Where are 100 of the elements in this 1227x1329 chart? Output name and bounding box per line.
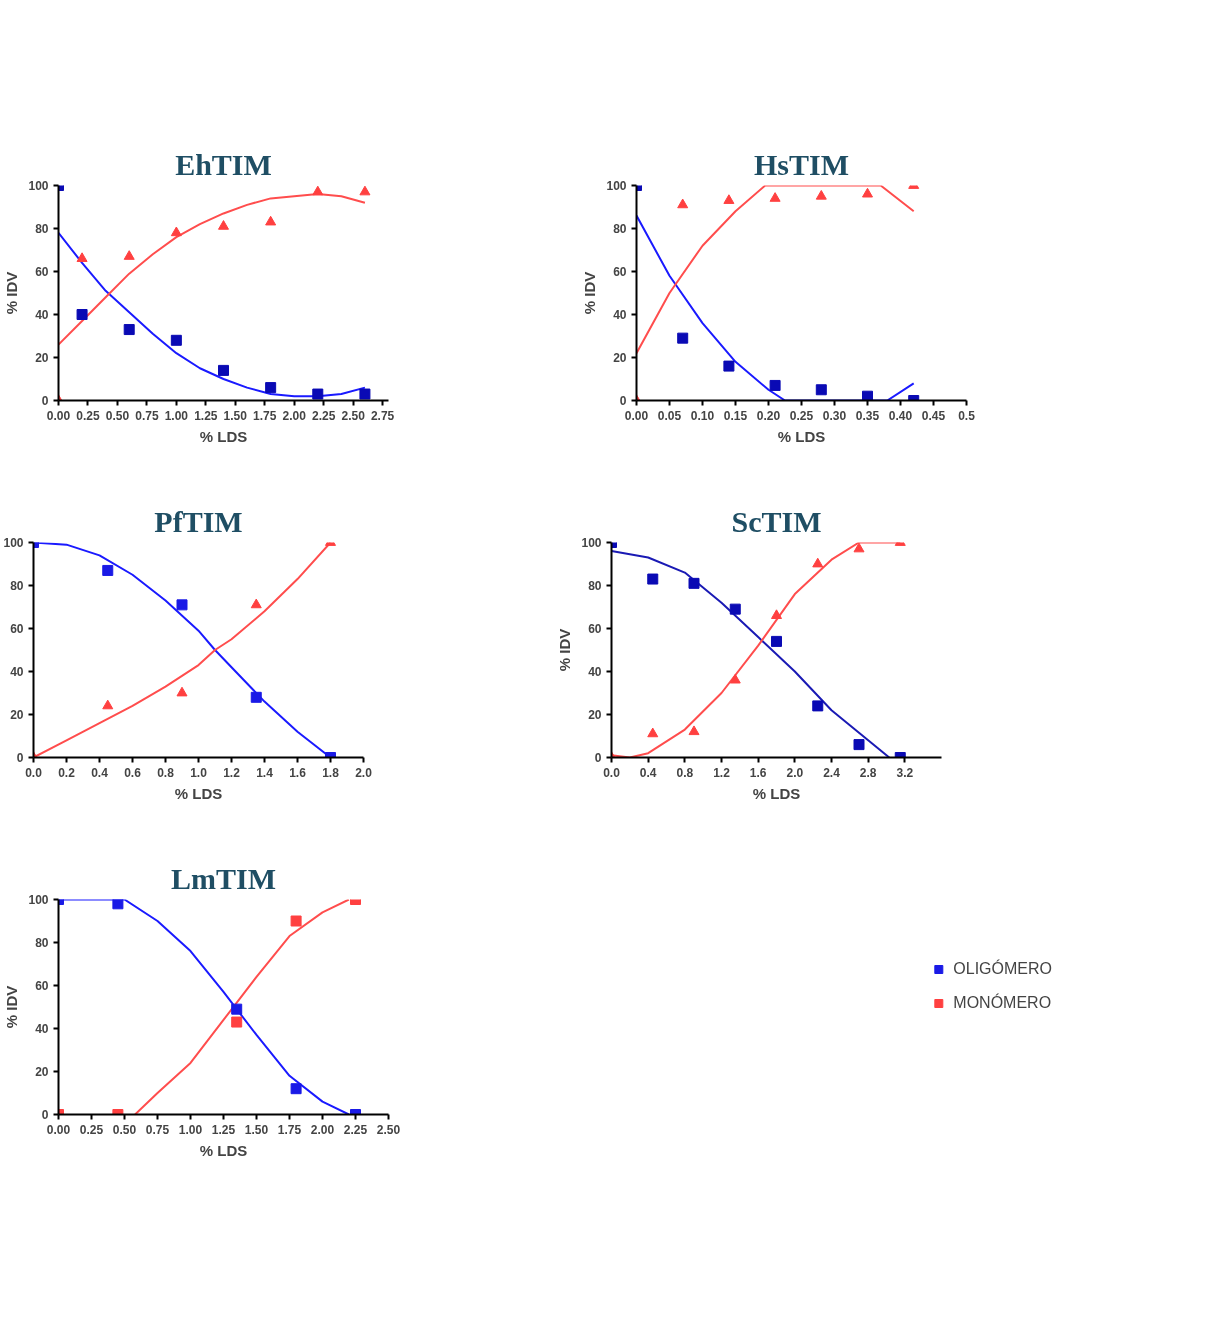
y-tick-label: 20	[613, 351, 627, 365]
x-tick-label: 2.75	[370, 408, 395, 423]
x-tick-label: 2.50	[376, 1122, 401, 1137]
y-tick-label: 80	[588, 579, 602, 593]
x-tick-label: 0.25	[79, 1122, 104, 1137]
y-tick-label: 0	[594, 751, 602, 765]
y-tick-label: 0	[41, 394, 49, 408]
x-tick-label: 2.0	[355, 765, 373, 780]
x-tick-label: 1.4	[256, 765, 274, 780]
legend-label: OLIGÓMERO	[953, 960, 1052, 978]
y-tick-label: 0	[41, 1108, 49, 1122]
y-tick-label: 80	[10, 579, 24, 593]
y-tick-label: 100	[3, 536, 24, 550]
y-tick-label: 0	[16, 751, 24, 765]
x-tick-label: 2.50	[341, 408, 366, 423]
x-tick-label: 1.2	[713, 765, 731, 780]
x-tick-label: 3.2	[896, 765, 914, 780]
y-tick-label: 60	[35, 979, 49, 993]
y-axis-title: % IDV	[3, 985, 21, 1029]
y-tick-label: 60	[588, 622, 602, 636]
x-tick-label: 0.0	[603, 765, 621, 780]
y-tick-label: 80	[35, 222, 49, 236]
x-axis-title: % LDS	[199, 1141, 248, 1159]
x-tick-label: 2.25	[312, 408, 336, 423]
x-tick-label: 0.00	[46, 1122, 71, 1137]
x-tick-label: 0.30	[822, 408, 847, 423]
x-tick-label: 0.75	[135, 408, 159, 423]
x-axis-title: % LDS	[199, 427, 248, 445]
y-tick-label: 100	[28, 893, 49, 907]
x-tick-label: 0.05	[657, 408, 682, 423]
y-tick-label: 40	[613, 308, 627, 322]
x-tick-label: 0.75	[145, 1122, 170, 1137]
x-tick-label: 2.0	[786, 765, 804, 780]
y-axis-title: % IDV	[581, 271, 599, 315]
x-tick-label: 1.8	[322, 765, 340, 780]
chart-title: EhTIM	[175, 147, 272, 181]
x-tick-label: 1.0	[190, 765, 208, 780]
y-tick-label: 80	[613, 222, 627, 236]
x-tick-label: 1.50	[223, 408, 248, 423]
x-tick-label: 0.2	[58, 765, 76, 780]
x-tick-label: 0.0	[25, 765, 43, 780]
x-tick-label: 2.8	[859, 765, 877, 780]
x-tick-label: 1.50	[244, 1122, 269, 1137]
y-tick-label: 40	[588, 665, 602, 679]
x-tick-label: 2.00	[310, 1122, 335, 1137]
x-tick-label: 0.40	[888, 408, 913, 423]
y-tick-label: 60	[613, 265, 627, 279]
x-tick-label: 0.45	[921, 408, 946, 423]
x-tick-label: 1.25	[194, 408, 218, 423]
x-tick-label: 1.6	[289, 765, 307, 780]
x-tick-label: 0.5	[958, 408, 976, 423]
y-tick-label: 20	[35, 351, 49, 365]
y-tick-label: 20	[35, 1065, 49, 1079]
y-tick-label: 40	[35, 1022, 49, 1036]
x-tick-label: 0.20	[756, 408, 781, 423]
chart-title: PfTIM	[154, 504, 243, 538]
chart-title: HsTIM	[754, 147, 850, 181]
x-tick-label: 2.00	[282, 408, 307, 423]
x-tick-label: 0.15	[723, 408, 748, 423]
x-axis-title: % LDS	[752, 784, 801, 802]
y-tick-label: 60	[10, 622, 24, 636]
x-tick-label: 0.4	[91, 765, 109, 780]
x-tick-label: 0.8	[157, 765, 175, 780]
x-tick-label: 0.25	[76, 408, 100, 423]
x-tick-label: 1.25	[211, 1122, 236, 1137]
y-tick-label: 20	[10, 708, 24, 722]
chart-title: ScTIM	[731, 504, 822, 538]
y-tick-label: 40	[35, 308, 49, 322]
x-tick-label: 1.00	[164, 408, 189, 423]
x-tick-label: 0.50	[112, 1122, 137, 1137]
y-tick-label: 20	[588, 708, 602, 722]
y-tick-label: 60	[35, 265, 49, 279]
y-tick-label: 0	[619, 394, 627, 408]
x-tick-label: 0.00	[46, 408, 71, 423]
y-tick-label: 40	[10, 665, 24, 679]
y-tick-label: 100	[28, 179, 49, 193]
x-axis-title: % LDS	[777, 427, 826, 445]
x-tick-label: 1.75	[277, 1122, 302, 1137]
y-tick-label: 100	[606, 179, 627, 193]
chart-title: LmTIM	[171, 861, 276, 895]
x-tick-label: 2.25	[343, 1122, 368, 1137]
x-tick-label: 0.00	[624, 408, 649, 423]
x-tick-label: 0.4	[639, 765, 657, 780]
x-tick-label: 0.25	[789, 408, 814, 423]
x-tick-label: 0.10	[690, 408, 715, 423]
x-tick-label: 1.6	[749, 765, 767, 780]
x-tick-label: 0.8	[676, 765, 694, 780]
y-axis-title: % IDV	[556, 628, 574, 672]
x-tick-label: 0.6	[124, 765, 142, 780]
legend-label: MONÓMERO	[953, 994, 1052, 1012]
y-tick-label: 80	[35, 936, 49, 950]
y-tick-label: 100	[581, 536, 602, 550]
x-axis-title: % LDS	[174, 784, 223, 802]
x-tick-label: 0.50	[105, 408, 130, 423]
y-axis-title: % IDV	[3, 271, 21, 315]
x-tick-label: 1.2	[223, 765, 241, 780]
x-tick-label: 2.4	[823, 765, 841, 780]
x-tick-label: 1.00	[178, 1122, 203, 1137]
x-tick-label: 1.75	[253, 408, 277, 423]
x-tick-label: 0.35	[855, 408, 880, 423]
